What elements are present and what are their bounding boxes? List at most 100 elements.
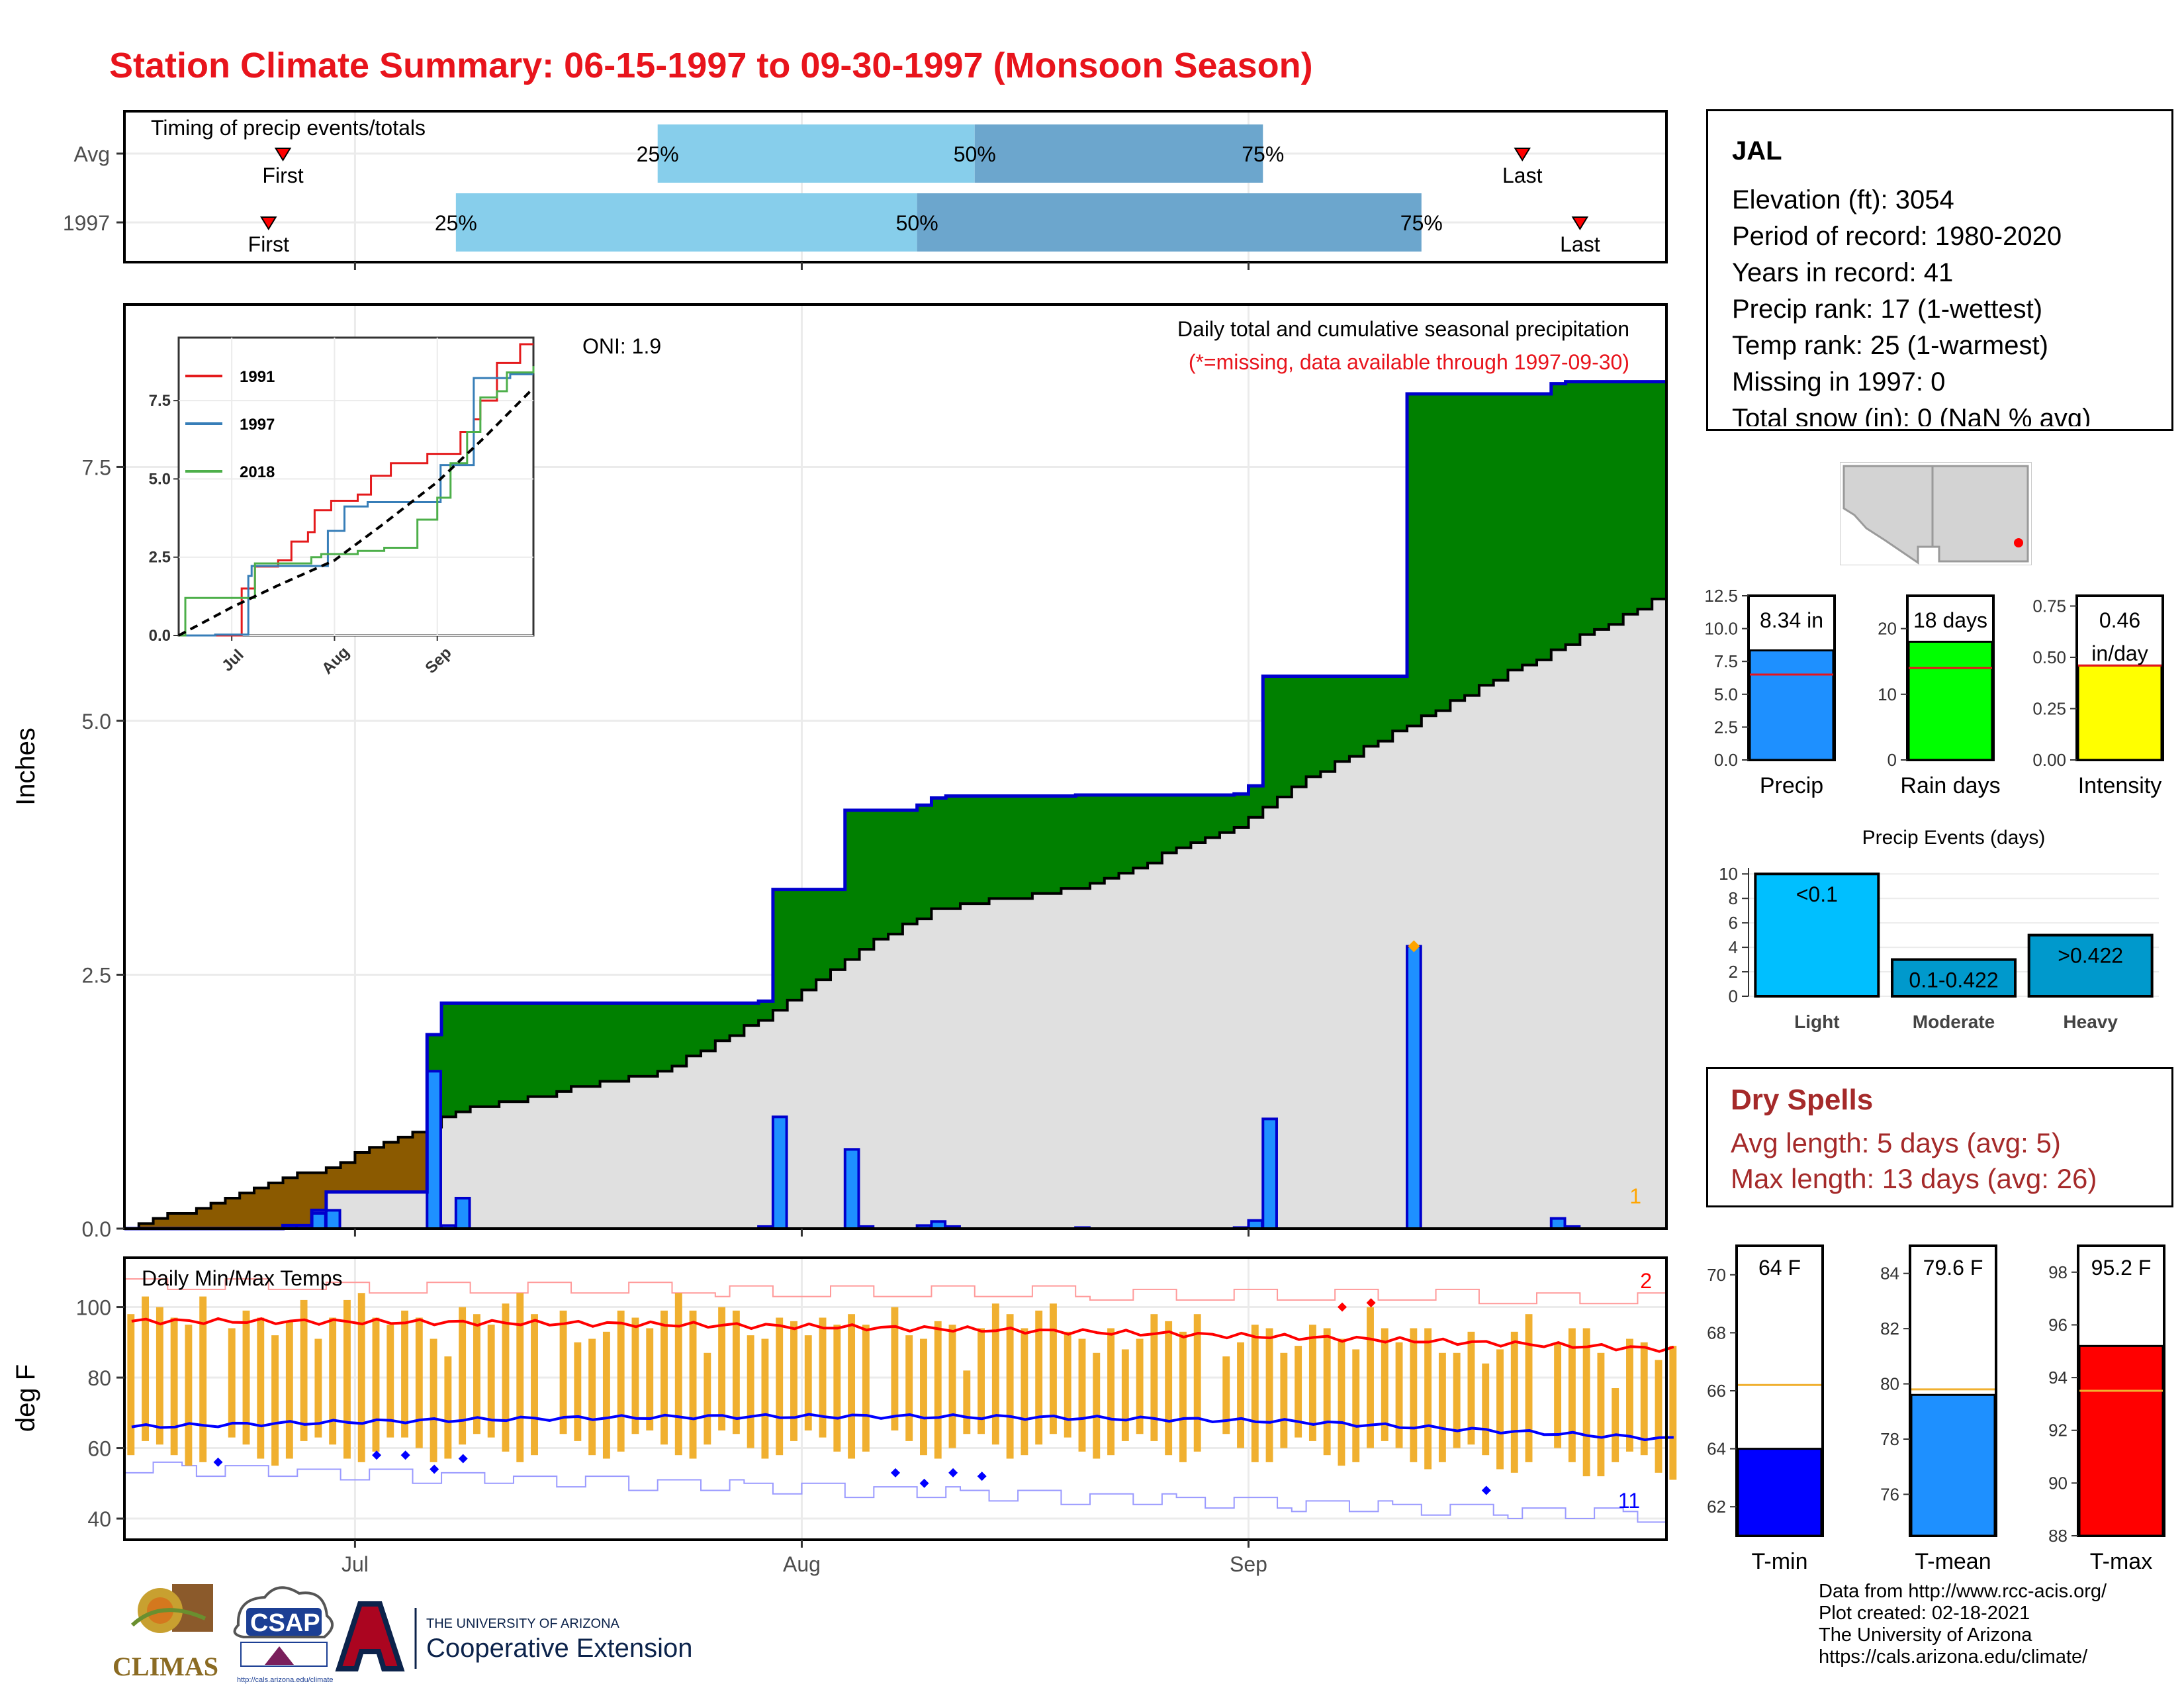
oni-label: ONI: 1.9	[582, 334, 661, 358]
daily-temp-range-bar	[704, 1352, 711, 1445]
csap-logo: CSAP http://cals.arizona.edu/climate	[233, 1586, 334, 1684]
daily-temp-range-bar	[242, 1310, 250, 1445]
daily-precip-bar	[1406, 945, 1422, 1230]
daily-temp-range-bar	[761, 1338, 769, 1459]
mini-value-bar	[1907, 640, 1993, 761]
inset-series-line	[179, 366, 535, 637]
inset-ytick-label: 0.0	[149, 627, 171, 645]
inset-legend-label: 1997	[240, 416, 275, 434]
inset-ytick-label: 5.0	[149, 470, 171, 488]
inset-series-line	[179, 373, 533, 637]
daily-temp-range-bar	[1280, 1352, 1288, 1448]
daily-temp-range-bar	[271, 1335, 279, 1466]
daily-temp-range-bar	[978, 1328, 985, 1434]
precip-ytick-label: 0.0	[82, 1217, 111, 1241]
mini-value-unit: in/day	[2091, 641, 2148, 665]
daily-temp-range-bar	[1064, 1331, 1071, 1438]
record-low-marker	[1481, 1485, 1491, 1495]
daily-temp-range-bar	[300, 1299, 308, 1441]
precip-ylabel: Inches	[11, 727, 40, 806]
events-ytick-label: 0	[1729, 986, 1738, 1006]
mini-ytick-label: 96	[2048, 1315, 2068, 1335]
daily-temp-range-bar	[142, 1296, 150, 1441]
daily-temp-range-bar	[1424, 1328, 1432, 1470]
daily-temp-range-bar	[1395, 1342, 1403, 1448]
mini-ytick-label: 88	[2048, 1526, 2068, 1546]
daily-temp-range-bar	[660, 1310, 668, 1445]
precip-corner-note: 1	[1629, 1184, 1641, 1208]
daily-temp-range-bar	[314, 1338, 322, 1438]
inset-series-line	[178, 387, 535, 637]
daily-temp-range-bar	[1381, 1328, 1388, 1441]
footer-line-data: Data from http://www.rcc-acis.org/	[1819, 1581, 2107, 1602]
mini-category-label: T-max	[2090, 1549, 2152, 1574]
daily-temp-range-bar	[617, 1310, 625, 1452]
info-period: Period of record: 1980-2020	[1732, 222, 2062, 251]
mini-ytick-label: 80	[1880, 1374, 1899, 1394]
daily-temp-range-bar	[963, 1370, 971, 1434]
daily-temp-range-bar	[285, 1321, 293, 1459]
daily-temp-range-bar	[1597, 1352, 1605, 1477]
daily-temp-range-bar	[199, 1296, 207, 1462]
ua-logo-top-text: THE UNIVERSITY OF ARIZONA	[426, 1617, 620, 1631]
mini-value-label: 0.46	[2099, 608, 2140, 632]
dry-spells-box: Dry Spells Avg length: 5 days (avg: 5) M…	[1706, 1067, 2173, 1207]
timing-first-label: First	[248, 232, 289, 256]
mini-ytick-label: 94	[2048, 1368, 2068, 1387]
daily-temp-range-bar	[1554, 1342, 1562, 1448]
temp-chart: 40 60 80 100 Jul Aug Sep deg F Daily Min/Max Tem…	[11, 1256, 1677, 1576]
event-bar-label: <0.1	[1796, 882, 1838, 906]
record-low-marker	[919, 1478, 929, 1488]
footer-line-univ: The University of Arizona	[1819, 1624, 2032, 1646]
daily-temp-range-bar	[1438, 1352, 1446, 1462]
temp-corner-bottom: 11	[1618, 1489, 1640, 1513]
dry-spells-max: Max length: 13 days (avg: 26)	[1731, 1163, 2097, 1194]
timing-first-label: First	[262, 164, 303, 187]
station-info-box: JAL Elevation (ft): 3054 Period of recor…	[1706, 109, 2173, 431]
daily-temp-range-bar	[415, 1317, 423, 1448]
daily-temp-range-bar	[1482, 1363, 1490, 1456]
daily-temp-range-bar	[473, 1314, 480, 1434]
mini-value-bar	[2077, 664, 2163, 761]
daily-precip-bar	[1261, 1117, 1278, 1231]
daily-temp-range-bar	[1179, 1331, 1187, 1462]
daily-temp-range-bar	[862, 1325, 870, 1452]
daily-temp-range-bar	[257, 1317, 265, 1459]
mini-ytick-label: 0.75	[2032, 596, 2066, 616]
timing-q25-label: 25%	[435, 211, 477, 235]
csap-url-text: http://cals.arizona.edu/climate	[237, 1676, 334, 1684]
daily-temp-range-bar	[372, 1317, 380, 1452]
daily-precip-bar	[1549, 1217, 1567, 1230]
mini-category-label: Intensity	[2078, 773, 2162, 798]
time-xtick-label: Aug	[783, 1552, 821, 1576]
temp-ytick-label: 80	[87, 1366, 111, 1390]
daily-temp-range-bar	[833, 1325, 841, 1452]
inset-ytick-label: 2.5	[149, 549, 171, 567]
climas-logo-text: CLIMAS	[113, 1652, 218, 1681]
mini-ytick-label: 90	[2048, 1473, 2068, 1493]
daily-temp-range-bar	[531, 1314, 538, 1456]
daily-temp-range-bar	[1078, 1338, 1086, 1452]
mini-ytick-label: 10	[1878, 684, 1897, 704]
daily-temp-range-bar	[920, 1338, 927, 1456]
daily-temp-range-bar	[674, 1293, 682, 1456]
mini-ytick-label: 7.5	[1714, 651, 1738, 671]
timing-last-label: Last	[1560, 232, 1600, 256]
mini-ytick-label: 62	[1707, 1497, 1726, 1517]
mini-ytick-label: 66	[1707, 1381, 1726, 1401]
daily-temp-range-bar	[1525, 1314, 1533, 1462]
daily-temp-range-bar	[1035, 1310, 1043, 1445]
record-low-marker	[213, 1457, 223, 1467]
info-temp-rank: Temp rank: 25 (1-warmest)	[1732, 331, 2048, 360]
record-high-marker	[1366, 1298, 1376, 1308]
daily-temp-range-bar	[1582, 1328, 1590, 1477]
mini-value-bar	[1749, 649, 1835, 761]
record-low-marker	[400, 1450, 410, 1460]
mini-ytick-label: 0.00	[2032, 750, 2066, 770]
record-low-marker	[977, 1472, 987, 1481]
avg-cumulative-line	[124, 594, 1668, 1230]
normal-max-line	[131, 1317, 1674, 1353]
locator-map	[1840, 462, 2032, 565]
cumulative-1997-line	[124, 380, 1666, 1231]
page-title: Station Climate Summary: 06-15-1997 to 0…	[109, 46, 1313, 85]
